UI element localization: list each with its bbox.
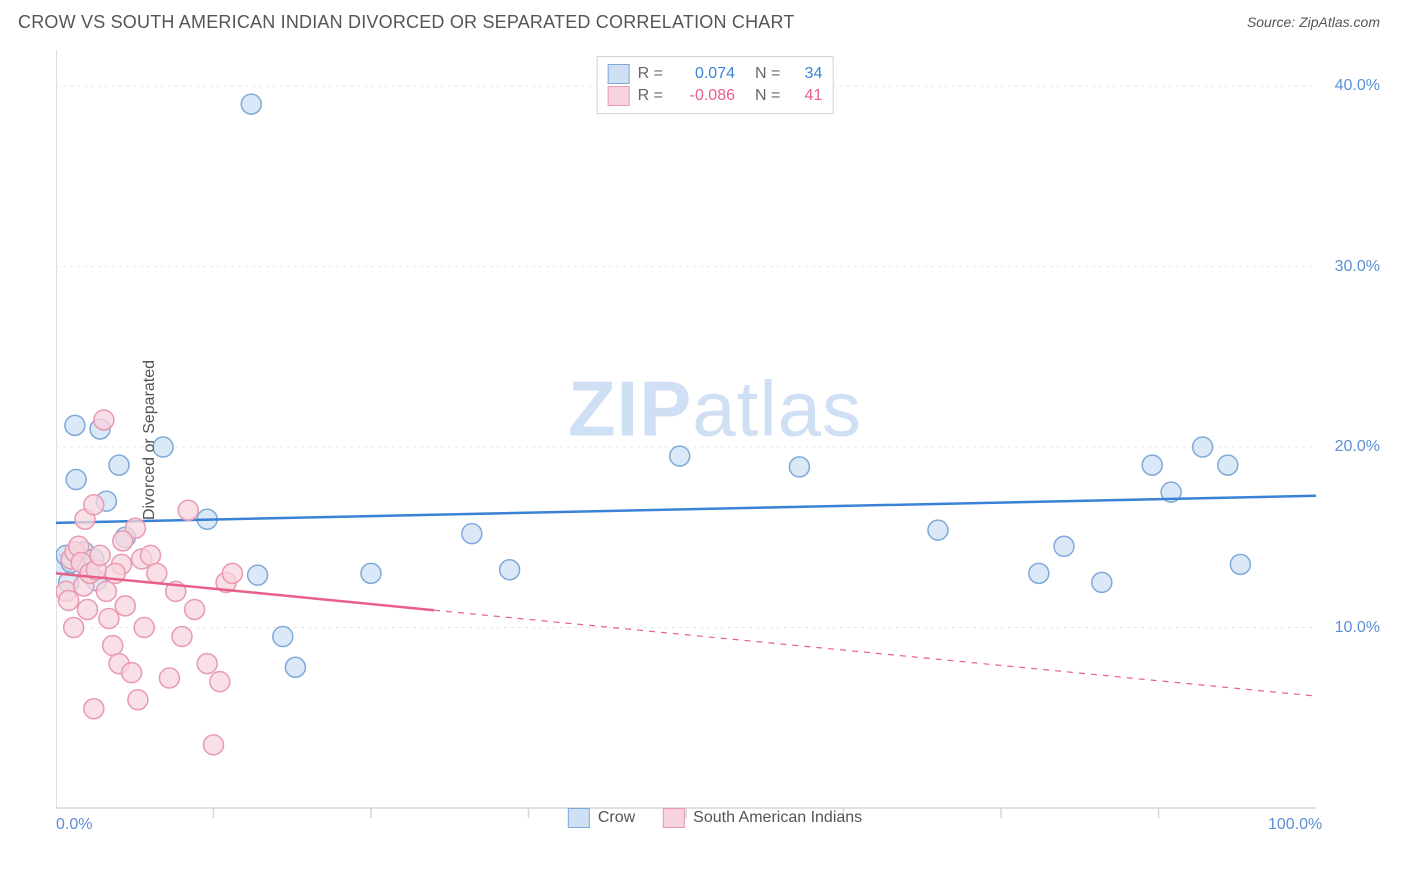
y-tick-label: 10.0%	[1335, 619, 1380, 637]
legend-swatch	[608, 64, 630, 84]
y-tick-label: 40.0%	[1335, 77, 1380, 95]
r-value: -0.086	[671, 85, 735, 107]
x-tick-label: 100.0%	[1268, 816, 1322, 834]
n-label: N =	[755, 85, 780, 107]
x-tick-label: 0.0%	[56, 816, 92, 834]
legend-swatch	[568, 808, 590, 828]
y-axis-label: Divorced or Separated	[141, 360, 159, 520]
r-label: R =	[638, 85, 663, 107]
n-value: 41	[788, 85, 822, 107]
legend-swatch	[608, 86, 630, 106]
r-value: 0.074	[671, 63, 735, 85]
legend-stats-row: R = -0.086 N = 41	[608, 85, 823, 107]
legend-stats-box: R = 0.074 N = 34 R = -0.086 N = 41	[597, 56, 834, 114]
chart-title: CROW VS SOUTH AMERICAN INDIAN DIVORCED O…	[18, 12, 1388, 33]
legend-swatch	[663, 808, 685, 828]
y-tick-label: 30.0%	[1335, 258, 1380, 276]
n-value: 34	[788, 63, 822, 85]
y-tick-label: 20.0%	[1335, 438, 1380, 456]
legend-item: Crow	[568, 808, 635, 828]
legend-label: South American Indians	[693, 809, 862, 827]
legend-stats-row: R = 0.074 N = 34	[608, 63, 823, 85]
legend-bottom: Crow South American Indians	[568, 808, 862, 828]
legend-label: Crow	[598, 809, 635, 827]
legend-item: South American Indians	[663, 808, 862, 828]
chart-area: Divorced or Separated ZIPatlas R =0.074N…	[56, 50, 1374, 830]
source-attribution: Source: ZipAtlas.com	[1247, 14, 1380, 30]
scatter-chart	[56, 50, 1374, 830]
n-label: N =	[755, 63, 780, 85]
r-label: R =	[638, 63, 663, 85]
